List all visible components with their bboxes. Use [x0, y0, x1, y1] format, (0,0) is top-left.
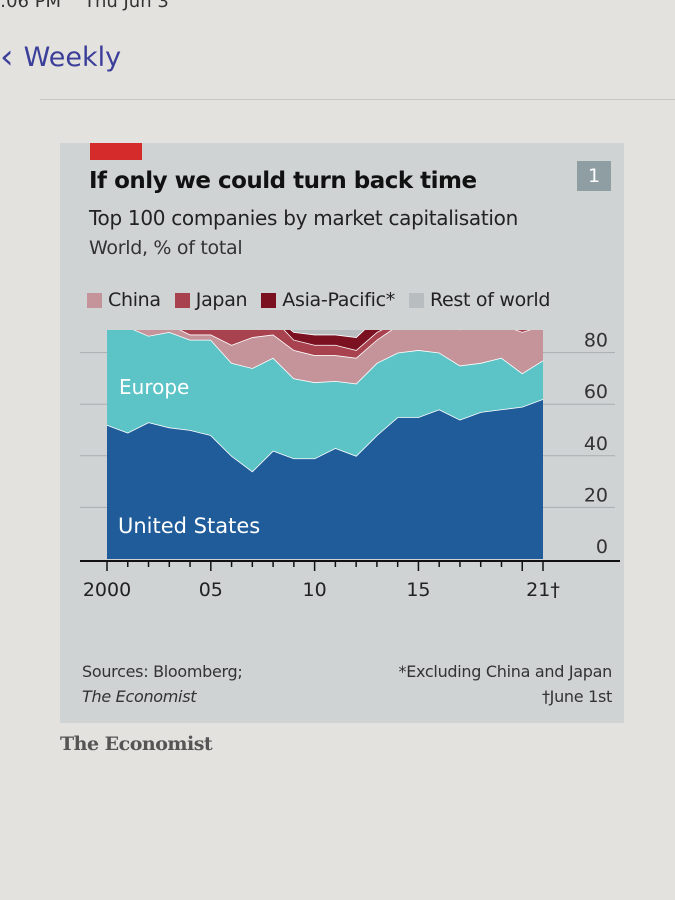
back-label: Weekly [23, 41, 122, 73]
publication-name: The Economist [60, 733, 213, 755]
legend-label: Asia-Pacific* [282, 289, 395, 311]
area-japan [180, 330, 529, 358]
legend: China Japan Asia-Pacific* Rest of world [87, 289, 564, 311]
status-date: Thu Jun 3 [83, 0, 169, 12]
x-tick-label: 10 [303, 579, 327, 601]
footnote: *Excluding China and Japan [398, 662, 613, 681]
chart-card: If only we could turn back time 1 Top 10… [60, 143, 624, 723]
legend-swatch [261, 292, 277, 308]
legend-item-china: China [87, 289, 161, 311]
legend-item-rest-of-world: Rest of world [408, 289, 551, 311]
legend-item-asia-pacific: Asia-Pacific* [261, 289, 395, 311]
chart-title: If only we could turn back time [89, 168, 477, 194]
chart-unit-label: World, % of total [89, 237, 243, 259]
red-accent-bar [90, 143, 142, 160]
chevron-left-icon: ‹ [0, 37, 14, 77]
legend-label: China [108, 289, 161, 311]
series-label-united-states: United States [118, 514, 260, 538]
area-united-states [107, 399, 543, 559]
y-tick-label: 20 [584, 484, 608, 506]
source-line: Sources: Bloomberg; [82, 662, 243, 681]
y-tick-label: 80 [584, 330, 608, 352]
sources: Sources: Bloomberg; The Economist [82, 659, 243, 709]
chart-subtitle: Top 100 companies by market capitalisati… [89, 206, 518, 230]
source-line: The Economist [82, 687, 197, 706]
footnote: †June 1st [541, 687, 612, 706]
legend-swatch [408, 292, 424, 308]
status-time: :06 PM [0, 0, 62, 12]
divider [40, 99, 675, 100]
legend-swatch [87, 292, 102, 308]
chart-number-badge: 1 [577, 161, 611, 191]
legend-label: Japan [195, 289, 248, 311]
area-asia-pacific [284, 330, 381, 351]
legend-label: Rest of world [429, 289, 551, 311]
legend-swatch [174, 292, 190, 308]
x-tick-label: 21† [526, 579, 560, 601]
y-tick-label: 40 [584, 433, 608, 455]
footnotes: *Excluding China and Japan †June 1st [398, 659, 613, 709]
legend-item-japan: Japan [174, 289, 248, 311]
series-boundary-line [290, 330, 365, 338]
series-label-europe: Europe [119, 375, 189, 399]
y-tick-label: 60 [584, 381, 608, 403]
area-europe [107, 330, 543, 472]
area-rest-of-world [291, 330, 364, 338]
status-bar: :06 PM Thu Jun 3 [0, 0, 169, 12]
x-tick-label: 15 [406, 579, 430, 601]
chart-plot: 020406080100United StatesEurope200005101… [80, 330, 620, 601]
x-tick-label: 05 [199, 579, 223, 601]
x-tick-label: 2000 [83, 579, 131, 601]
y-tick-label: 0 [596, 536, 608, 558]
back-button[interactable]: ‹ Weekly [0, 40, 121, 74]
